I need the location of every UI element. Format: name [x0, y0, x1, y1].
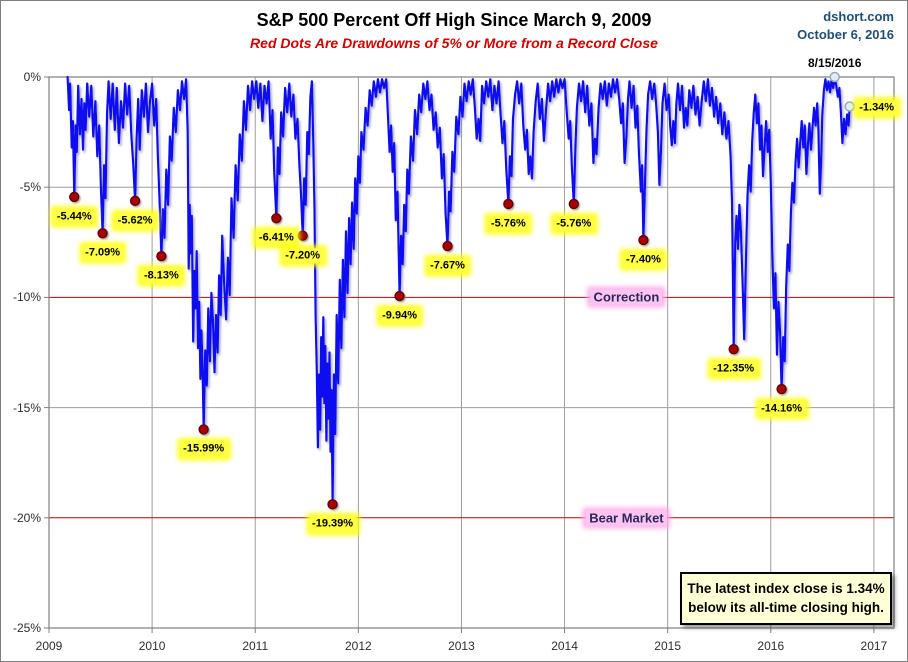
drawdown-dot-10 [503, 198, 514, 210]
drawdown-dot-4 [198, 424, 209, 435]
chart-title: S&P 500 Percent Off High Since March 9, … [256, 10, 652, 30]
chart-subtitle: Red Dots Are Drawdowns of 5% or More fro… [250, 35, 658, 51]
peak-marker [829, 71, 840, 83]
plot-border [48, 76, 895, 629]
source-site: dshort.com [823, 9, 894, 24]
drawdown-dot-6 [297, 230, 308, 241]
drawdown-dot-5 [271, 213, 282, 224]
drawdown-dot-9 [442, 240, 453, 252]
source-date: October 6, 2016 [797, 26, 894, 42]
source-block: dshort.com October 6, 2016 [797, 8, 894, 43]
drawdown-dot-3 [156, 250, 167, 262]
drawdown-dot-12 [638, 234, 649, 246]
note-line-1: The latest index close is 1.34% [687, 580, 885, 596]
drawdown-dot-14 [776, 383, 787, 395]
note-box: The latest index close is 1.34% below it… [680, 571, 892, 625]
drawdown-dot-11 [568, 198, 580, 210]
drawdown-dot-0 [69, 191, 80, 203]
drawdown-dot-8 [394, 290, 405, 302]
drawdown-dot-13 [728, 343, 739, 355]
drawdown-dot-1 [97, 228, 108, 239]
drawdown-line [66, 75, 851, 506]
drawdown-dot-7 [327, 499, 338, 510]
latest-marker [844, 101, 855, 112]
note-line-2: below its all-time closing high. [688, 600, 884, 616]
drawdown-dot-2 [129, 195, 141, 207]
